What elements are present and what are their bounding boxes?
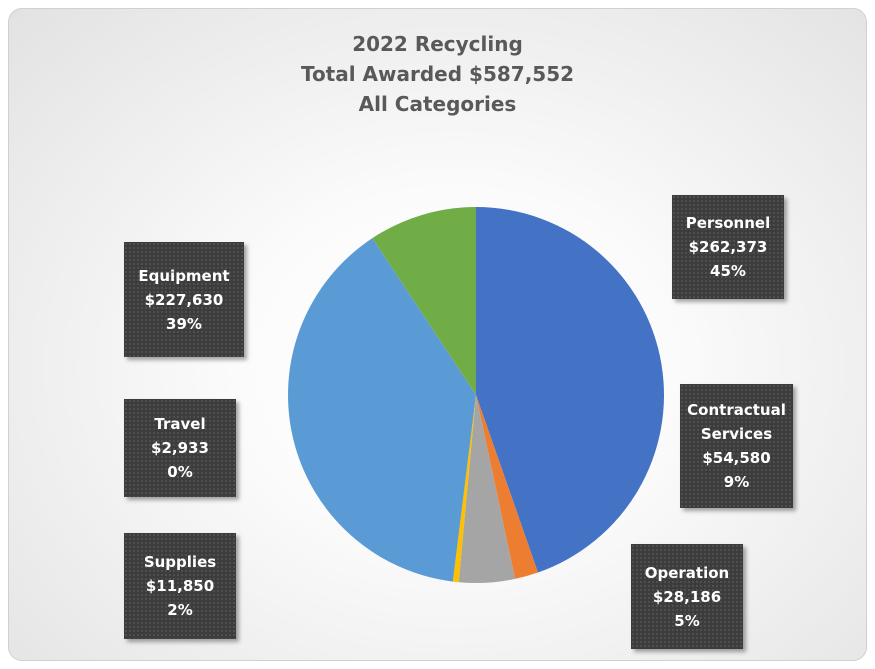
data-label: Travel $2,933 0%	[124, 399, 236, 497]
title-line: 2022 Recycling	[352, 32, 523, 56]
chart-title: 2022 Recycling Total Awarded $587,552 Al…	[9, 29, 866, 119]
label-percent: 9%	[723, 473, 750, 491]
label-category: Equipment	[138, 266, 230, 285]
label-category: Personnel	[685, 214, 771, 232]
label-category: Travel	[154, 415, 206, 433]
label-category: Operation	[644, 563, 730, 582]
label-value: $227,630	[144, 290, 224, 309]
label-percent: 39%	[166, 314, 202, 333]
data-label: Equipment $227,630 39%	[124, 242, 244, 357]
label-percent: 2%	[167, 601, 193, 619]
label-percent: 0%	[167, 463, 193, 481]
data-label: Personnel $262,373 45%	[672, 195, 784, 299]
label-value: $54,580	[702, 449, 771, 467]
pie-slice	[476, 207, 664, 573]
pie	[287, 207, 664, 583]
label-category: Supplies	[143, 553, 217, 571]
label-value: $2,933	[151, 439, 209, 457]
pie-slice	[372, 207, 476, 395]
label-value: $262,373	[688, 238, 768, 256]
data-label: Contractual Services $54,580 9%	[680, 384, 793, 508]
label-value: $28,186	[652, 587, 722, 606]
data-label: Operation $28,186 5%	[631, 544, 743, 649]
title-line: Total Awarded $587,552	[300, 62, 575, 86]
title-line: All Categories	[358, 92, 517, 116]
label-category: Contractual Services	[687, 401, 786, 443]
label-value: $11,850	[145, 577, 215, 595]
label-percent: 45%	[710, 262, 746, 280]
pie-slice	[458, 395, 516, 583]
label-percent: 5%	[674, 611, 700, 630]
data-label: Supplies $11,850 2%	[124, 533, 236, 639]
pie-slice	[287, 238, 476, 582]
pie-slice	[452, 395, 476, 583]
chart-card: 2022 Recycling Total Awarded $587,552 Al…	[8, 8, 867, 661]
pie-slice	[476, 395, 538, 579]
